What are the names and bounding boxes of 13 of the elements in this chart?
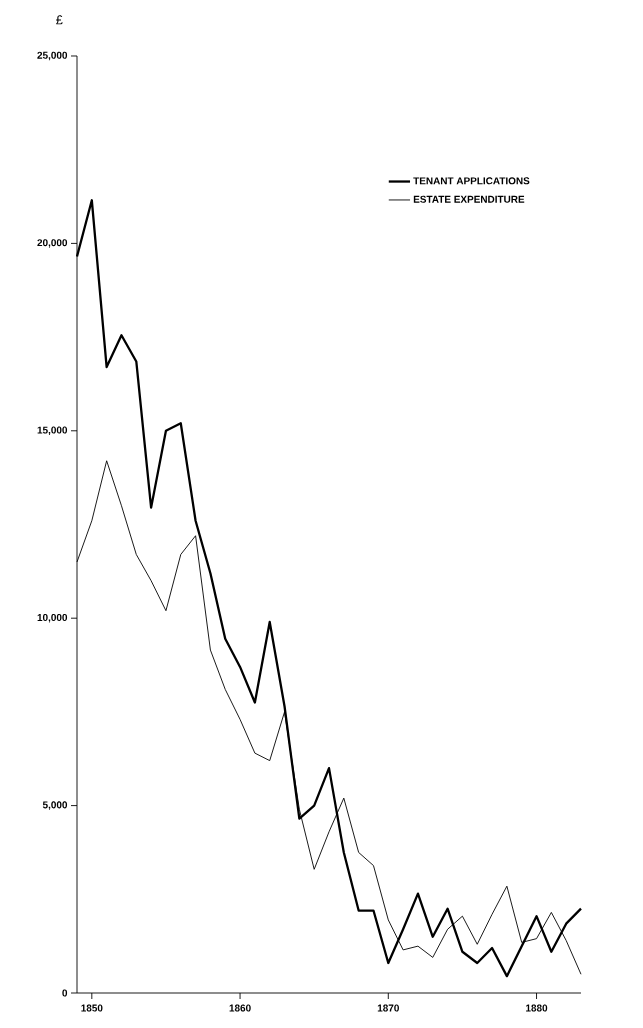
- y-tick-label: 20,000: [37, 239, 68, 248]
- x-tick-label: 1870: [377, 1004, 399, 1012]
- y-axis-title: £: [56, 15, 63, 25]
- y-tick-label: 5,000: [42, 801, 68, 810]
- y-tick-label: 0: [62, 989, 68, 997]
- legend-label: ESTATE EXPENDITURE: [413, 195, 525, 203]
- x-tick-label: 1860: [229, 1004, 251, 1012]
- legend-label: TENANT APPLICATIONS: [413, 177, 530, 185]
- x-tick-label: 1850: [81, 1004, 103, 1012]
- y-tick-label: 25,000: [37, 51, 68, 61]
- y-tick-label: 10,000: [37, 613, 68, 623]
- y-tick-label: 15,000: [37, 426, 68, 436]
- x-tick-label: 1880: [526, 1004, 548, 1012]
